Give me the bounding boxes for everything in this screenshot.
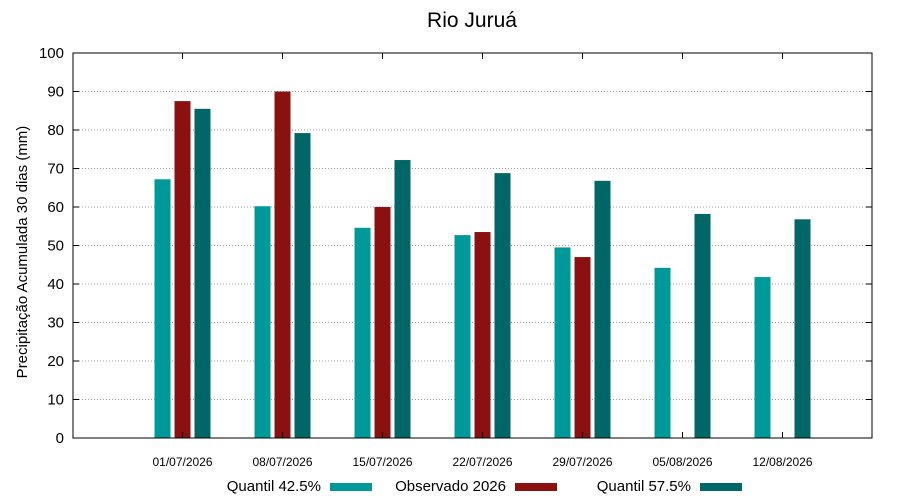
x-tick-label: 29/07/2026 xyxy=(552,455,612,469)
y-tick-label: 80 xyxy=(47,122,64,139)
y-tick-label: 0 xyxy=(56,430,64,447)
legend-swatch xyxy=(515,483,557,491)
y-tick-label: 100 xyxy=(39,45,64,62)
bar-2 xyxy=(474,232,491,438)
bar-3 xyxy=(294,133,311,438)
bar-3 xyxy=(594,180,611,438)
y-tick-label: 10 xyxy=(47,392,64,409)
legend-label: Quantil 57.5% xyxy=(597,478,691,495)
x-tick-label: 08/07/2026 xyxy=(252,455,312,469)
x-tick-label: 12/08/2026 xyxy=(752,455,812,469)
legend-swatch xyxy=(330,483,372,491)
bar-2 xyxy=(274,91,291,438)
legend-swatch xyxy=(700,483,742,491)
bar-1 xyxy=(354,227,371,438)
y-tick-label: 50 xyxy=(47,238,64,255)
y-tick-label: 20 xyxy=(47,353,64,370)
legend: Quantil 42.5% Observado 2026 Quantil 57.5% xyxy=(227,478,742,495)
bar-2 xyxy=(174,101,191,438)
bar-3 xyxy=(694,213,711,438)
x-tick-label: 05/08/2026 xyxy=(652,455,712,469)
legend-label: Observado 2026 xyxy=(395,478,506,495)
bar-2 xyxy=(574,257,591,438)
y-tick-label: 70 xyxy=(47,161,64,178)
bar-3 xyxy=(494,173,511,438)
bar-1 xyxy=(654,267,671,438)
bar-3 xyxy=(394,160,411,438)
bar-1 xyxy=(754,277,771,438)
x-tick-label: 22/07/2026 xyxy=(452,455,512,469)
bar-1 xyxy=(254,206,271,438)
legend-label: Quantil 42.5% xyxy=(227,478,321,495)
y-tick-label: 40 xyxy=(47,276,64,293)
bar-3 xyxy=(794,219,811,438)
y-axis-label: Precipitação Acumulada 30 dias (mm) xyxy=(14,126,31,379)
bar-2 xyxy=(374,207,391,438)
bar-1 xyxy=(554,247,571,438)
x-axis-ticks: 01/07/2026 08/07/2026 15/07/2026 22/07/2026… xyxy=(152,53,813,469)
x-tick-label: 15/07/2026 xyxy=(352,455,412,469)
y-axis-ticks: 0 10 20 30 40 50 60 70 80 90 100 xyxy=(39,45,872,447)
chart-title: Rio Juruá xyxy=(427,9,517,32)
bar-3 xyxy=(194,108,211,438)
y-tick-label: 90 xyxy=(47,84,64,101)
bar-1 xyxy=(154,179,171,438)
y-tick-label: 30 xyxy=(47,315,64,332)
bar-1 xyxy=(454,235,471,438)
y-tick-label: 60 xyxy=(47,199,64,216)
bars xyxy=(154,91,811,438)
gridlines xyxy=(73,91,872,400)
x-tick-label: 01/07/2026 xyxy=(152,455,212,469)
